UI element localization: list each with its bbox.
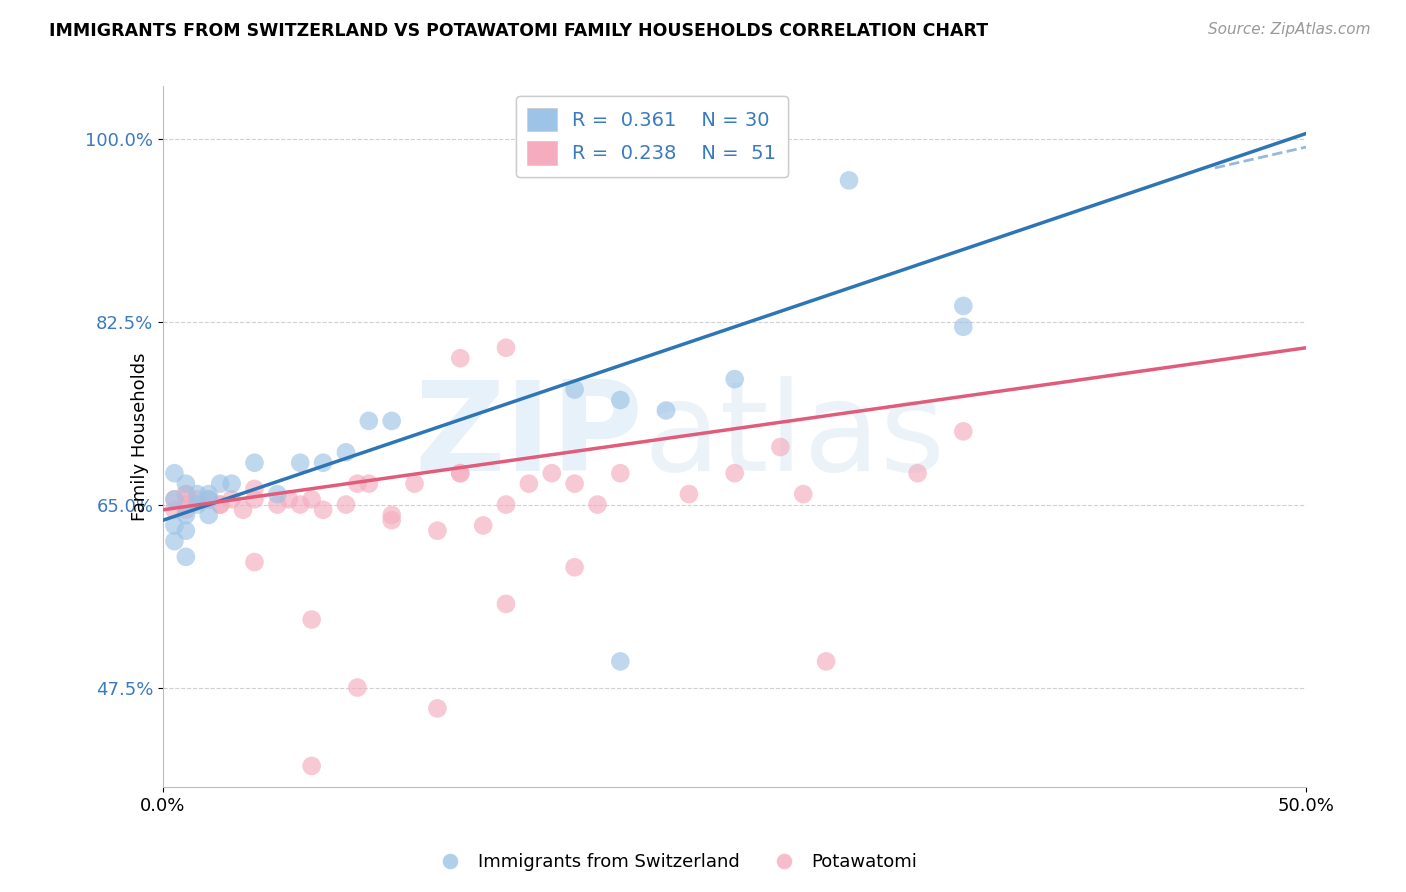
Point [346, 476, 368, 491]
Point [335, 445, 357, 459]
Point [209, 498, 232, 512]
Point [609, 466, 631, 480]
Point [907, 466, 929, 480]
Legend: Immigrants from Switzerland, Potawatomi: Immigrants from Switzerland, Potawatomi [425, 847, 925, 879]
Point [472, 518, 495, 533]
Point [769, 440, 792, 454]
Point [266, 487, 288, 501]
Point [163, 466, 186, 480]
Point [335, 498, 357, 512]
Point [243, 555, 266, 569]
Point [792, 487, 814, 501]
Point [312, 456, 335, 470]
Point [186, 498, 208, 512]
Point [655, 403, 678, 417]
Point [449, 466, 471, 480]
Point [174, 476, 197, 491]
Point [243, 482, 266, 496]
Legend: R =  0.361    N = 30, R =  0.238    N =  51: R = 0.361 N = 30, R = 0.238 N = 51 [516, 96, 787, 177]
Point [221, 492, 243, 507]
Point [174, 498, 197, 512]
Point [163, 492, 186, 507]
Point [952, 425, 974, 439]
Point [163, 518, 186, 533]
Point [266, 498, 288, 512]
Point [312, 503, 335, 517]
Point [290, 456, 312, 470]
Text: atlas: atlas [643, 376, 945, 497]
Text: Source: ZipAtlas.com: Source: ZipAtlas.com [1208, 22, 1371, 37]
Point [197, 487, 219, 501]
Point [517, 476, 540, 491]
Point [564, 476, 586, 491]
Point [815, 654, 838, 668]
Point [243, 492, 266, 507]
Point [404, 476, 426, 491]
Point [952, 299, 974, 313]
Point [174, 524, 197, 538]
Point [678, 487, 700, 501]
Point [174, 549, 197, 564]
Point [381, 513, 404, 527]
Point [163, 534, 186, 549]
Point [277, 492, 299, 507]
Point [174, 503, 197, 517]
Point [495, 498, 517, 512]
Point [243, 456, 266, 470]
Point [564, 560, 586, 574]
Point [495, 597, 517, 611]
Point [381, 508, 404, 522]
Point [609, 392, 631, 407]
Point [426, 701, 449, 715]
Point [449, 351, 471, 366]
Y-axis label: Family Households: Family Households [131, 352, 149, 521]
Point [609, 654, 631, 668]
Point [186, 492, 208, 507]
Point [495, 341, 517, 355]
Point [174, 508, 197, 522]
Point [209, 498, 232, 512]
Point [174, 487, 197, 501]
Point [301, 759, 323, 773]
Point [197, 508, 219, 522]
Point [838, 173, 860, 187]
Point [540, 466, 562, 480]
Point [163, 503, 186, 517]
Point [186, 487, 208, 501]
Point [381, 414, 404, 428]
Point [952, 319, 974, 334]
Point [357, 414, 380, 428]
Point [197, 492, 219, 507]
Point [586, 498, 609, 512]
Text: IMMIGRANTS FROM SWITZERLAND VS POTAWATOMI FAMILY HOUSEHOLDS CORRELATION CHART: IMMIGRANTS FROM SWITZERLAND VS POTAWATOM… [49, 22, 988, 40]
Point [221, 476, 243, 491]
Point [163, 492, 186, 507]
Text: ZIP: ZIP [415, 376, 643, 497]
Point [346, 681, 368, 695]
Point [449, 466, 471, 480]
Point [301, 613, 323, 627]
Point [724, 372, 747, 386]
Point [564, 383, 586, 397]
Point [174, 487, 197, 501]
Point [209, 476, 232, 491]
Point [232, 503, 254, 517]
Point [301, 492, 323, 507]
Point [724, 466, 747, 480]
Point [426, 524, 449, 538]
Point [357, 476, 380, 491]
Point [197, 492, 219, 507]
Point [290, 498, 312, 512]
